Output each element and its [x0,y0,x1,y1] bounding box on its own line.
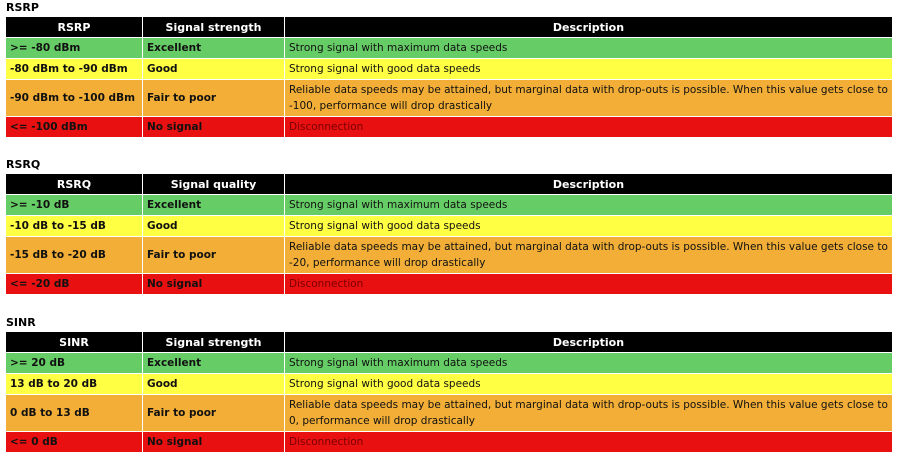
level-cell: Fair to poor [142,394,285,432]
table-row: -15 dB to -20 dB Fair to poor Reliable d… [5,236,893,274]
section-title: RSRQ [6,158,41,171]
table-row: -10 dB to -15 dB Good Strong signal with… [5,215,893,237]
description-cell: Strong signal with maximum data speeds [284,352,893,374]
description-cell: Disconnection [284,273,893,295]
range-cell: >= -10 dB [5,194,143,216]
description-cell: Strong signal with maximum data speeds [284,194,893,216]
range-cell: <= -20 dB [5,273,143,295]
range-cell: -15 dB to -20 dB [5,236,143,274]
level-cell: Good [142,58,285,80]
sinr-section: SINR SINR Signal strength Description >=… [5,316,893,453]
column-header: RSRQ [5,173,143,195]
rsrq-section: RSRQ RSRQ Signal quality Description >= … [5,158,893,295]
column-header: Description [284,16,893,38]
table-row: 0 dB to 13 dB Fair to poor Reliable data… [5,394,893,432]
table-header-row: SINR Signal strength Description [5,331,893,353]
column-header: Signal quality [142,173,285,195]
table-row: >= -10 dB Excellent Strong signal with m… [5,194,893,216]
range-cell: >= 20 dB [5,352,143,374]
column-header: Description [284,173,893,195]
column-header: Signal strength [142,16,285,38]
range-cell: >= -80 dBm [5,37,143,59]
table-row: <= 0 dB No signal Disconnection [5,431,893,453]
column-header: Description [284,331,893,353]
level-cell: No signal [142,273,285,295]
section-title: RSRP [6,1,39,14]
level-cell: Excellent [142,352,285,374]
description-cell: Reliable data speeds may be attained, bu… [284,79,893,117]
column-header: SINR [5,331,143,353]
level-cell: Excellent [142,37,285,59]
column-header: RSRP [5,16,143,38]
description-cell: Disconnection [284,431,893,453]
range-cell: <= 0 dB [5,431,143,453]
table-row: >= 20 dB Excellent Strong signal with ma… [5,352,893,374]
table-row: <= -20 dB No signal Disconnection [5,273,893,295]
rsrq-table: RSRQ Signal quality Description >= -10 d… [5,173,893,295]
description-cell: Reliable data speeds may be attained, bu… [284,394,893,432]
table-row: >= -80 dBm Excellent Strong signal with … [5,37,893,59]
range-cell: <= -100 dBm [5,116,143,138]
level-cell: Good [142,215,285,237]
range-cell: -90 dBm to -100 dBm [5,79,143,117]
section-title: SINR [6,316,36,329]
level-cell: Good [142,373,285,395]
range-cell: -80 dBm to -90 dBm [5,58,143,80]
description-cell: Reliable data speeds may be attained, bu… [284,236,893,274]
rsrp-table: RSRP Signal strength Description >= -80 … [5,16,893,138]
level-cell: Fair to poor [142,236,285,274]
level-cell: Fair to poor [142,79,285,117]
range-cell: 13 dB to 20 dB [5,373,143,395]
description-cell: Disconnection [284,116,893,138]
table-row: <= -100 dBm No signal Disconnection [5,116,893,138]
description-cell: Strong signal with good data speeds [284,215,893,237]
description-cell: Strong signal with good data speeds [284,58,893,80]
table-header-row: RSRQ Signal quality Description [5,173,893,195]
column-header: Signal strength [142,331,285,353]
level-cell: No signal [142,116,285,138]
description-cell: Strong signal with maximum data speeds [284,37,893,59]
table-header-row: RSRP Signal strength Description [5,16,893,38]
table-row: -90 dBm to -100 dBm Fair to poor Reliabl… [5,79,893,117]
level-cell: No signal [142,431,285,453]
table-row: 13 dB to 20 dB Good Strong signal with g… [5,373,893,395]
table-row: -80 dBm to -90 dBm Good Strong signal wi… [5,58,893,80]
description-cell: Strong signal with good data speeds [284,373,893,395]
rsrp-section: RSRP RSRP Signal strength Description >=… [5,1,893,138]
sinr-table: SINR Signal strength Description >= 20 d… [5,331,893,453]
range-cell: -10 dB to -15 dB [5,215,143,237]
range-cell: 0 dB to 13 dB [5,394,143,432]
level-cell: Excellent [142,194,285,216]
